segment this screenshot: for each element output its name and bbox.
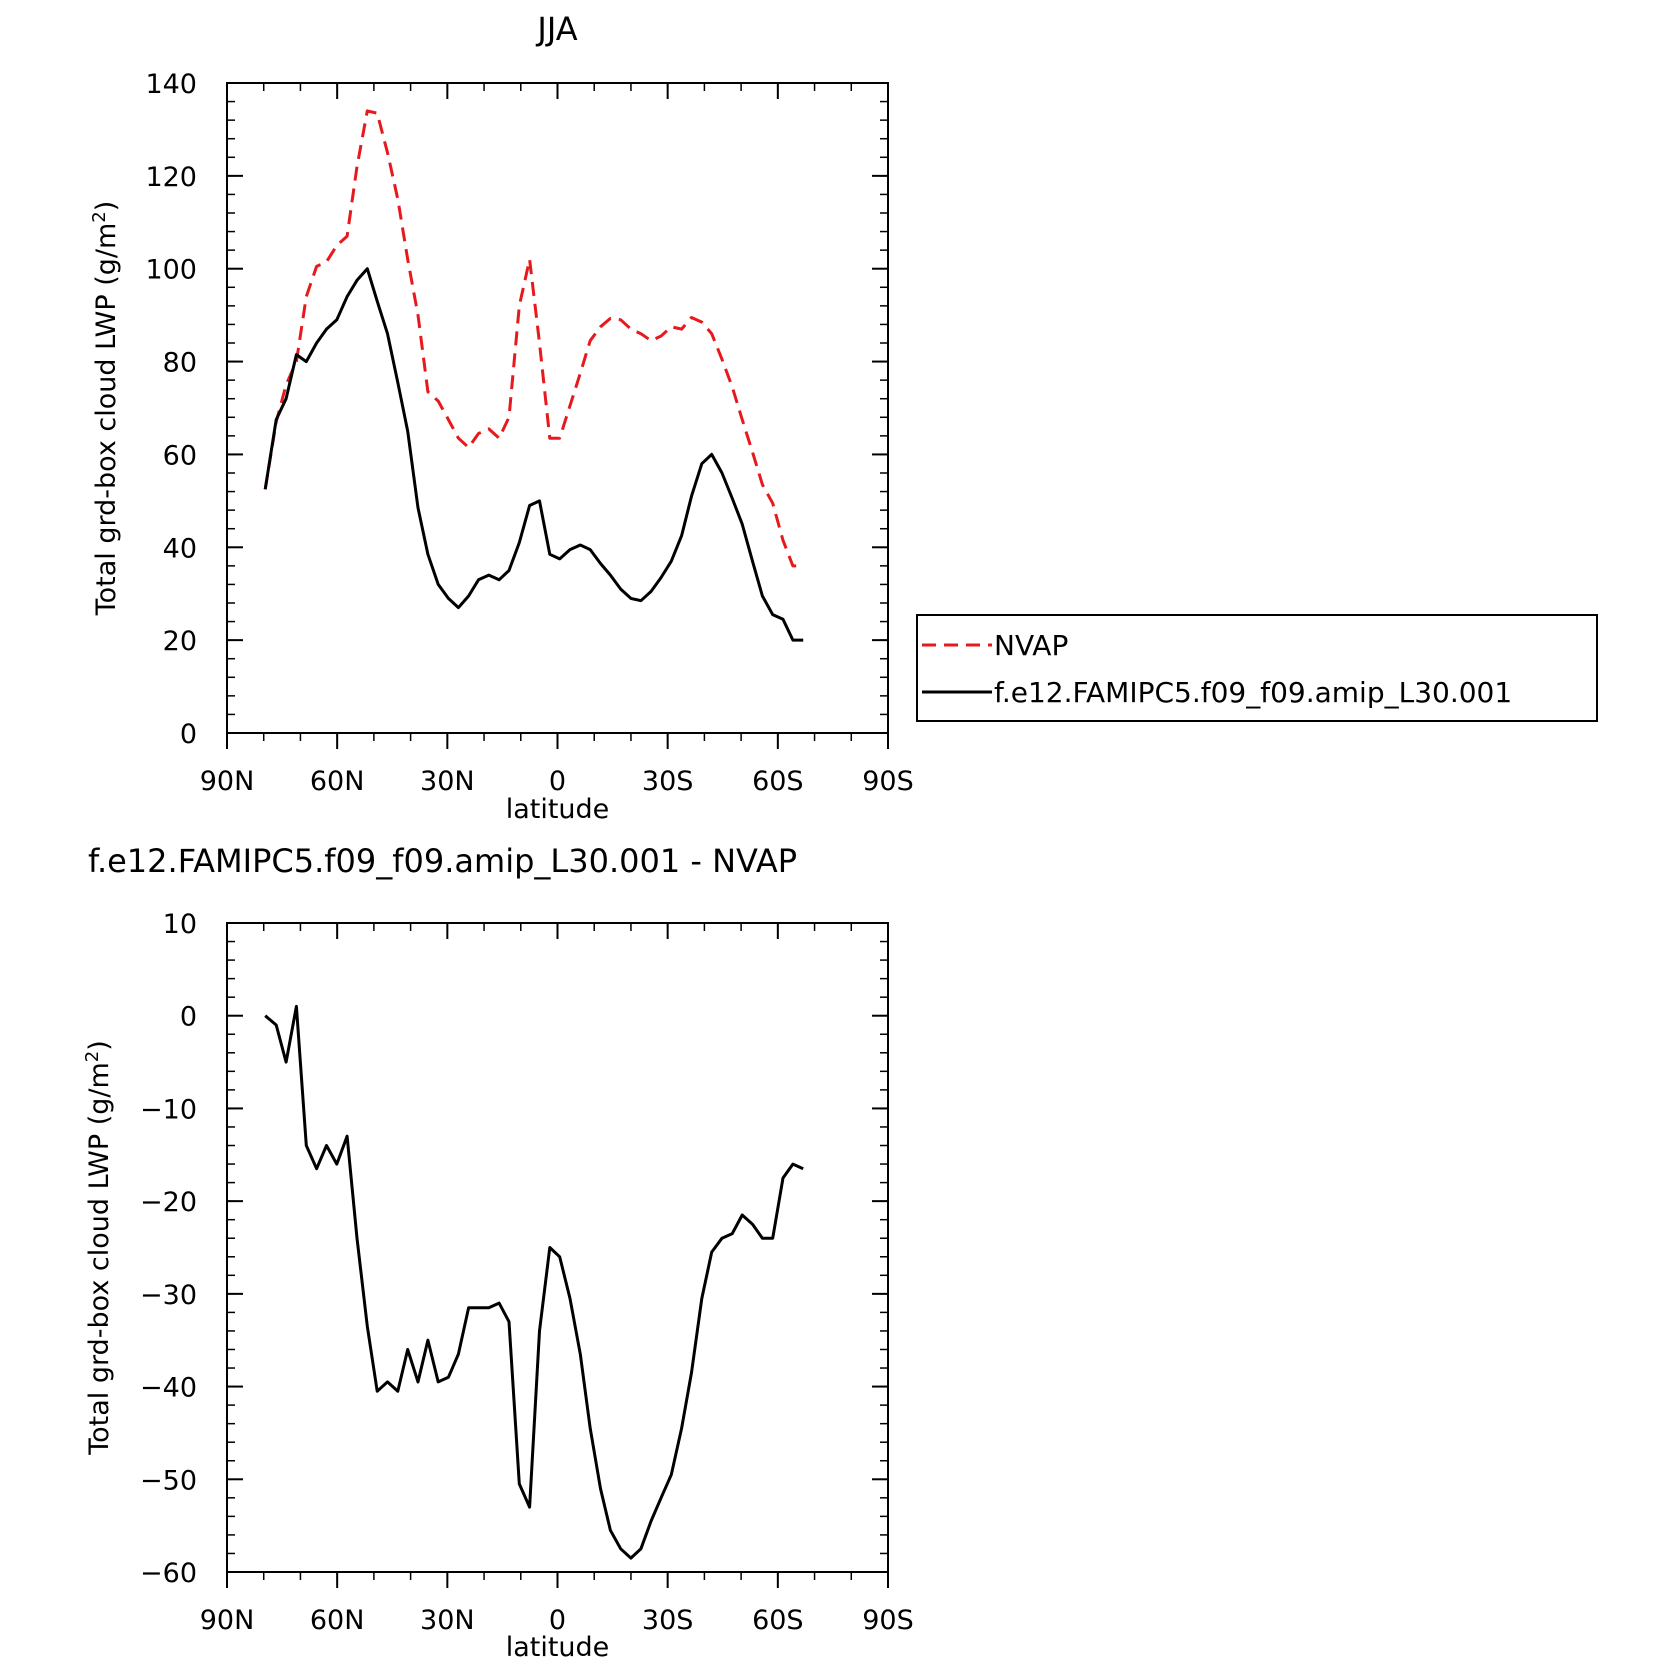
plot-frame <box>226 82 889 734</box>
y-tick-label: 20 <box>163 626 197 657</box>
y-tick-label: −10 <box>140 1094 197 1125</box>
x-tick-label: 30N <box>420 1605 475 1636</box>
legend: NVAP f.e12.FAMIPC5.f09_f09.amip_L30.001 <box>916 614 1598 722</box>
legend-entry: f.e12.FAMIPC5.f09_f09.amip_L30.001 <box>994 676 1512 709</box>
top-panel-jja: 0 20 40 60 80 100 120 140 90N 60N 30N 0 30S 60S 90S JJA… <box>89 10 914 825</box>
y-tick-label: 0 <box>180 719 197 750</box>
x-tick-label: 90N <box>200 766 255 797</box>
series-line-difference <box>264 1004 804 1560</box>
x-axis-title: latitude <box>506 1632 610 1663</box>
x-tick-label: 30N <box>420 766 475 797</box>
legend-box <box>916 614 1598 722</box>
y-axis-title: Total grd-box cloud LWP (g/m2) <box>82 1040 115 1456</box>
y-tick-label: −50 <box>140 1465 197 1496</box>
plot-frame <box>226 922 889 1573</box>
y-tick-label: 100 <box>145 255 197 286</box>
x-tick-label: 60N <box>310 766 365 797</box>
x-tick-label: 0 <box>549 1605 566 1636</box>
y-tick-label: 60 <box>163 440 197 471</box>
y-tick-label: 40 <box>163 533 197 564</box>
x-tick-label: 30S <box>642 766 694 797</box>
bottom-panel-difference: −60 −50 −40 −30 −20 −10 0 10 90N 60N 30N 0 30S 60S 90S… <box>82 842 914 1663</box>
y-axis-title: Total grd-box cloud LWP (g/m2) <box>89 201 122 617</box>
x-tick-label: 60N <box>310 1605 365 1636</box>
chart-title: f.e12.FAMIPC5.f09_f09.amip_L30.001 - NVA… <box>88 842 797 880</box>
x-tick-label: 90S <box>862 1605 914 1636</box>
y-tick-label: 140 <box>145 69 197 100</box>
x-axis-title: latitude <box>506 794 610 825</box>
series-line-f-e12-famipc5-f09-f09-amip-l30-001 <box>263 267 804 642</box>
chart-title: JJA <box>535 10 577 48</box>
y-tick-label: 120 <box>145 162 197 193</box>
y-tick-label: −40 <box>140 1373 197 1404</box>
y-tick-label: 0 <box>180 1002 197 1033</box>
x-tick-label: 30S <box>642 1605 694 1636</box>
x-tick-label: 60S <box>752 766 804 797</box>
y-tick-label: 80 <box>163 348 197 379</box>
y-tick-label: −20 <box>140 1187 197 1218</box>
y-tick-label: −30 <box>140 1280 197 1311</box>
legend-entry: NVAP <box>994 629 1068 662</box>
y-tick-label: −60 <box>140 1558 197 1589</box>
y-tick-label: 10 <box>163 909 197 940</box>
x-tick-label: 0 <box>549 766 566 797</box>
series-line-nvap <box>263 109 804 568</box>
x-tick-label: 90S <box>862 766 914 797</box>
x-tick-label: 60S <box>752 1605 804 1636</box>
x-tick-label: 90N <box>200 1605 255 1636</box>
